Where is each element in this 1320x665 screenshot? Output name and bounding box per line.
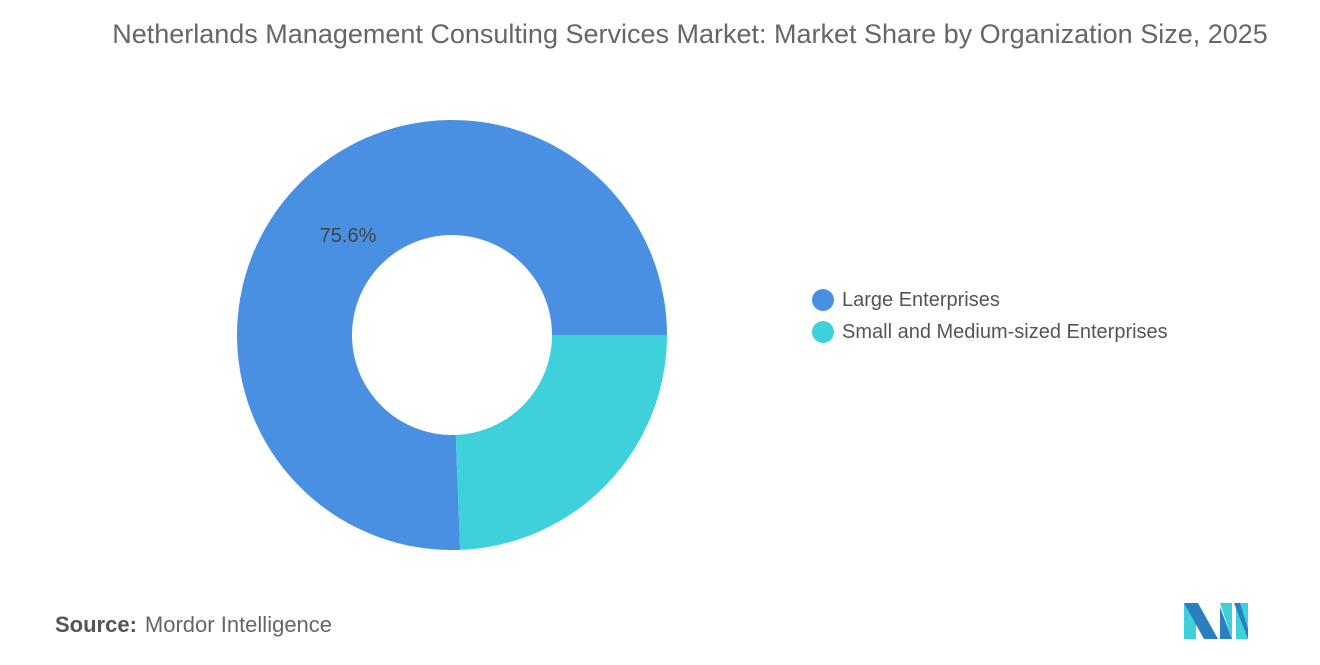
slice-large-enterprises xyxy=(237,120,668,551)
mordor-intelligence-logo-icon xyxy=(1184,603,1248,639)
chart-title: Netherlands Management Consulting Servic… xyxy=(112,19,1268,49)
legend-label: Small and Medium-sized Enterprises xyxy=(842,320,1168,343)
legend-label: Large Enterprises xyxy=(842,288,1000,311)
source-value: Mordor Intelligence xyxy=(144,612,333,637)
data-label: 75.6% xyxy=(320,225,377,247)
legend-swatch xyxy=(812,321,834,343)
legend-item-sme: Small and Medium-sized Enterprises xyxy=(812,316,1168,348)
source-label: Source: xyxy=(55,612,137,637)
legend-swatch xyxy=(812,289,834,311)
slice-small-and-medium-sized-enterprises xyxy=(455,335,667,550)
legend: Large Enterprises Small and Medium-sized… xyxy=(812,284,1168,348)
legend-item-large-enterprises: Large Enterprises xyxy=(812,284,1168,316)
source-note: Source: Mordor Intelligence xyxy=(55,612,332,638)
